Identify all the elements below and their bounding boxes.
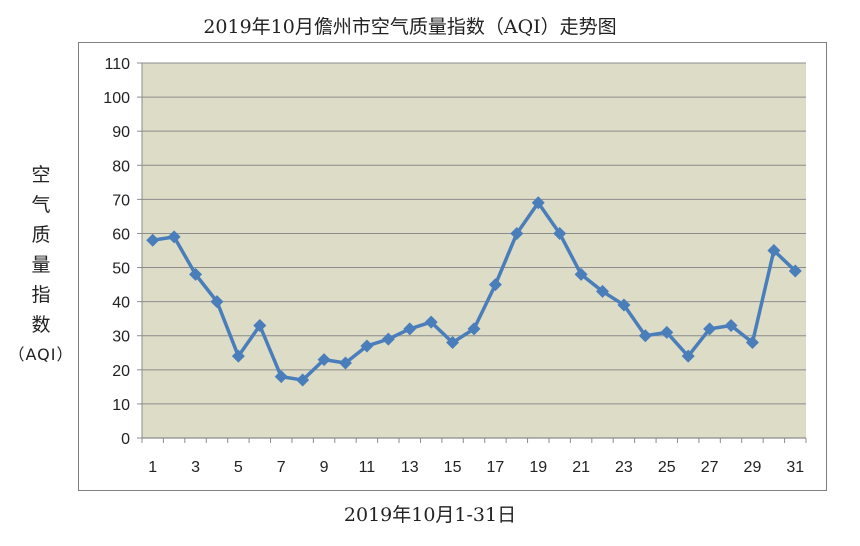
y-tick-label: 60 bbox=[112, 226, 130, 243]
plot-area bbox=[142, 63, 806, 438]
aqi-data-points bbox=[146, 196, 802, 387]
data-point bbox=[231, 349, 245, 363]
x-tick-label: 11 bbox=[359, 459, 376, 476]
data-point bbox=[681, 349, 695, 363]
x-tick-label: 3 bbox=[191, 459, 200, 476]
y-tick-label: 30 bbox=[112, 329, 130, 346]
y-tick-label: 20 bbox=[112, 363, 130, 380]
x-tick-label: 29 bbox=[744, 459, 762, 476]
y-tick-label: 100 bbox=[103, 90, 130, 107]
data-point bbox=[381, 332, 395, 346]
data-point bbox=[788, 264, 802, 278]
y-tick-label: 80 bbox=[112, 158, 130, 175]
x-tick-label: 15 bbox=[444, 459, 462, 476]
data-point bbox=[574, 267, 588, 281]
data-point bbox=[660, 325, 674, 339]
y-tick-label: 40 bbox=[112, 295, 130, 312]
y-axis-label-char: 气 bbox=[31, 194, 51, 216]
x-tick-label: 23 bbox=[615, 459, 633, 476]
x-tick-label: 25 bbox=[658, 459, 676, 476]
data-point bbox=[424, 315, 438, 329]
y-axis-label-char: 数 bbox=[31, 314, 51, 336]
x-tick-label: 7 bbox=[277, 459, 286, 476]
y-axis-label-aqi: （AQI） bbox=[8, 345, 74, 364]
y-axis-label-char: 量 bbox=[31, 254, 51, 276]
data-point bbox=[467, 322, 481, 336]
x-tick-label: 31 bbox=[786, 459, 804, 476]
data-point bbox=[338, 356, 352, 370]
x-tick-marks bbox=[141, 438, 807, 443]
data-point bbox=[531, 196, 545, 210]
y-tick-label: 110 bbox=[104, 56, 130, 73]
data-point bbox=[703, 322, 717, 336]
data-point bbox=[317, 353, 331, 367]
data-point bbox=[446, 336, 460, 350]
x-tick-label: 13 bbox=[401, 459, 419, 476]
data-point bbox=[403, 322, 417, 336]
data-point bbox=[274, 370, 288, 384]
gridlines bbox=[137, 62, 806, 443]
data-point bbox=[767, 244, 781, 257]
y-tick-label: 10 bbox=[112, 397, 130, 414]
data-point bbox=[724, 319, 738, 332]
chart-frame bbox=[78, 42, 827, 491]
x-tick-label: 5 bbox=[234, 459, 243, 476]
y-axis-label-char: 空 bbox=[31, 164, 51, 186]
data-point bbox=[210, 295, 224, 309]
x-tick-label: 17 bbox=[487, 459, 505, 476]
data-point bbox=[745, 336, 759, 350]
data-point bbox=[510, 226, 524, 240]
x-tick-label: 1 bbox=[148, 459, 157, 476]
data-point bbox=[296, 373, 310, 387]
data-point bbox=[596, 284, 610, 298]
y-tick-label: 0 bbox=[121, 431, 130, 448]
data-point bbox=[253, 319, 267, 332]
data-point bbox=[617, 298, 631, 312]
y-tick-labels: 0 10 20 30 40 50 60 70 80 90 100 110 bbox=[103, 56, 130, 448]
data-point bbox=[638, 329, 652, 343]
x-tick-label: 9 bbox=[320, 459, 329, 476]
x-tick-label: 19 bbox=[529, 459, 547, 476]
chart-title: 2019年10月儋州市空气质量指数（AQI）走势图 bbox=[203, 16, 617, 38]
y-tick-label: 70 bbox=[112, 192, 130, 209]
x-tick-label: 21 bbox=[572, 459, 590, 476]
y-axis-label: 空 气 质 量 指 数 （AQI） bbox=[8, 160, 74, 370]
x-tick-labels: 1 3 5 7 9 11 13 15 17 19 21 23 25 27 29 31 bbox=[148, 459, 804, 476]
data-point bbox=[553, 226, 567, 240]
data-point bbox=[488, 278, 502, 292]
x-axis-label: 2019年10月1-31日 bbox=[343, 504, 517, 526]
x-tick-label: 27 bbox=[701, 459, 719, 476]
y-axis-label-char: 指 bbox=[31, 284, 51, 306]
y-tick-label: 50 bbox=[112, 261, 130, 278]
data-point bbox=[146, 233, 160, 247]
data-point bbox=[167, 230, 181, 244]
data-point bbox=[189, 267, 203, 281]
y-axis-label-char: 质 bbox=[31, 224, 51, 246]
data-point bbox=[360, 339, 374, 353]
y-tick-label: 90 bbox=[112, 124, 130, 141]
